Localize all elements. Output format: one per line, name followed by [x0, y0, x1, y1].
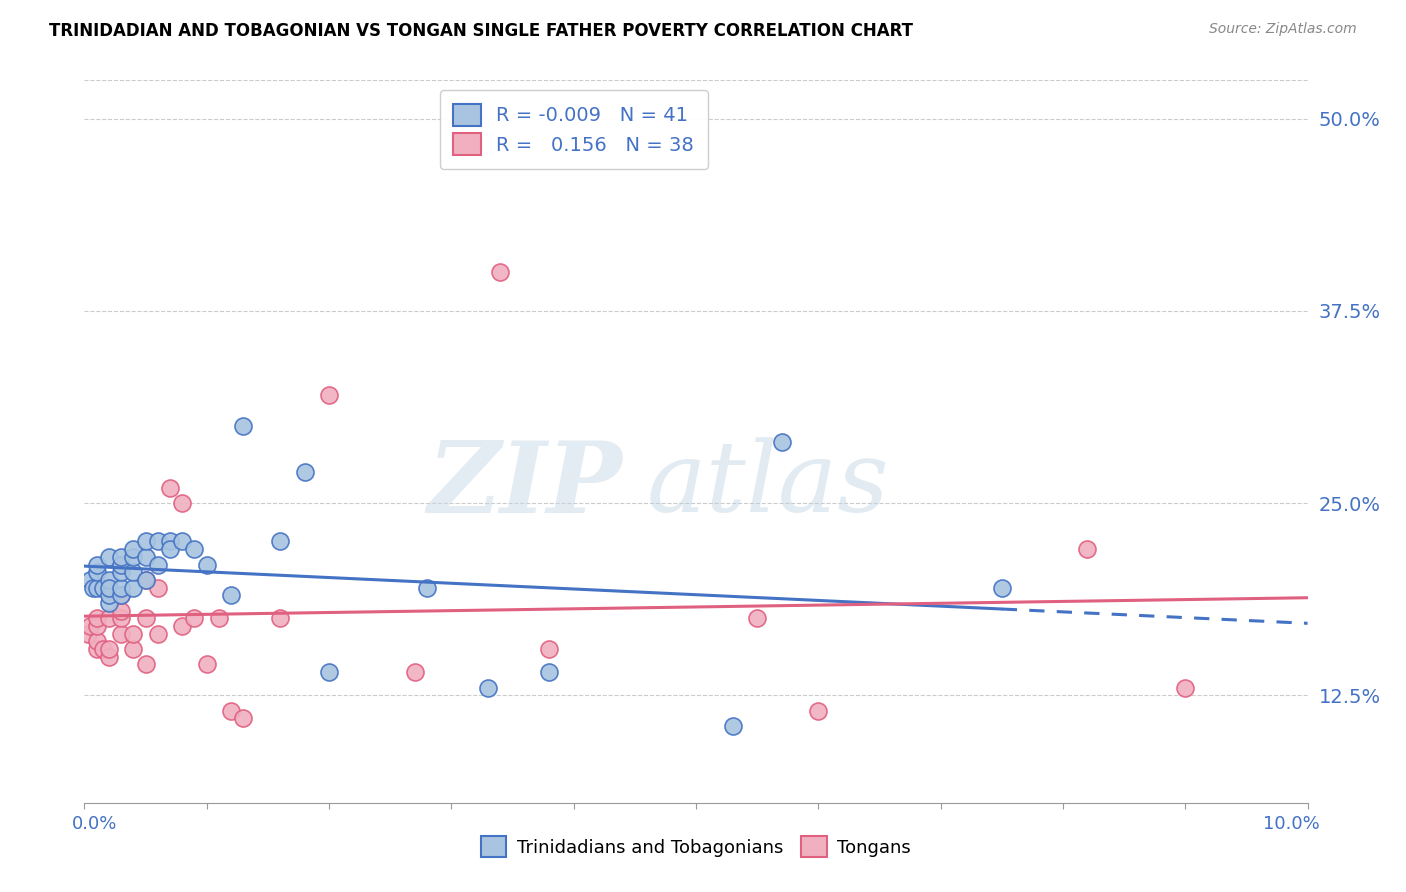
- Point: [183, 542, 205, 557]
- Point: [79, 619, 101, 633]
- Point: [232, 419, 254, 434]
- Point: [97, 642, 120, 657]
- Point: [159, 481, 181, 495]
- Point: [97, 573, 120, 587]
- Point: [219, 704, 242, 718]
- Text: ZIP: ZIP: [427, 437, 623, 533]
- Point: [135, 611, 157, 625]
- Point: [1174, 681, 1197, 695]
- Point: [172, 496, 194, 510]
- Point: [86, 581, 108, 595]
- Point: [86, 565, 108, 579]
- Point: [159, 534, 181, 549]
- Point: [86, 558, 108, 572]
- Point: [219, 588, 242, 602]
- Point: [91, 642, 114, 657]
- Point: [135, 657, 157, 672]
- Point: [79, 573, 101, 587]
- Point: [477, 681, 499, 695]
- Point: [122, 581, 145, 595]
- Point: [146, 626, 169, 640]
- Point: [232, 711, 254, 725]
- Point: [183, 611, 205, 625]
- Point: [172, 534, 194, 549]
- Point: [538, 642, 561, 657]
- Point: [318, 665, 340, 680]
- Text: TRINIDADIAN AND TOBAGONIAN VS TONGAN SINGLE FATHER POVERTY CORRELATION CHART: TRINIDADIAN AND TOBAGONIAN VS TONGAN SIN…: [49, 22, 914, 40]
- Point: [97, 581, 120, 595]
- Point: [86, 611, 108, 625]
- Text: 10.0%: 10.0%: [1263, 815, 1320, 833]
- Point: [122, 542, 145, 557]
- Point: [97, 588, 120, 602]
- Point: [747, 611, 769, 625]
- Point: [82, 581, 104, 595]
- Point: [110, 565, 132, 579]
- Point: [489, 265, 512, 279]
- Point: [97, 611, 120, 625]
- Point: [146, 581, 169, 595]
- Point: [416, 581, 439, 595]
- Point: [404, 665, 426, 680]
- Point: [991, 581, 1014, 595]
- Point: [122, 549, 145, 564]
- Point: [97, 649, 120, 664]
- Point: [269, 611, 291, 625]
- Point: [807, 704, 830, 718]
- Point: [110, 604, 132, 618]
- Point: [159, 542, 181, 557]
- Point: [146, 534, 169, 549]
- Point: [208, 611, 231, 625]
- Point: [77, 626, 100, 640]
- Point: [1076, 542, 1098, 557]
- Point: [122, 642, 145, 657]
- Point: [110, 549, 132, 564]
- Point: [110, 581, 132, 595]
- Point: [122, 565, 145, 579]
- Point: [122, 626, 145, 640]
- Point: [135, 534, 157, 549]
- Point: [110, 588, 132, 602]
- Point: [195, 558, 218, 572]
- Point: [91, 581, 114, 595]
- Text: 0.0%: 0.0%: [72, 815, 118, 833]
- Point: [135, 573, 157, 587]
- Point: [97, 596, 120, 610]
- Point: [110, 611, 132, 625]
- Point: [86, 634, 108, 648]
- Point: [97, 549, 120, 564]
- Point: [538, 665, 561, 680]
- Point: [86, 642, 108, 657]
- Point: [172, 619, 194, 633]
- Point: [770, 434, 793, 449]
- Text: Source: ZipAtlas.com: Source: ZipAtlas.com: [1209, 22, 1357, 37]
- Text: atlas: atlas: [647, 437, 890, 533]
- Point: [318, 388, 340, 402]
- Point: [110, 626, 132, 640]
- Y-axis label: Single Father Poverty: Single Father Poverty: [0, 353, 8, 530]
- Point: [110, 588, 132, 602]
- Point: [110, 558, 132, 572]
- Point: [195, 657, 218, 672]
- Point: [269, 534, 291, 549]
- Legend: Trinidadians and Tobagonians, Tongans: Trinidadians and Tobagonians, Tongans: [472, 827, 920, 866]
- Point: [86, 619, 108, 633]
- Point: [135, 549, 157, 564]
- Point: [146, 558, 169, 572]
- Point: [294, 465, 316, 479]
- Point: [135, 573, 157, 587]
- Point: [721, 719, 744, 733]
